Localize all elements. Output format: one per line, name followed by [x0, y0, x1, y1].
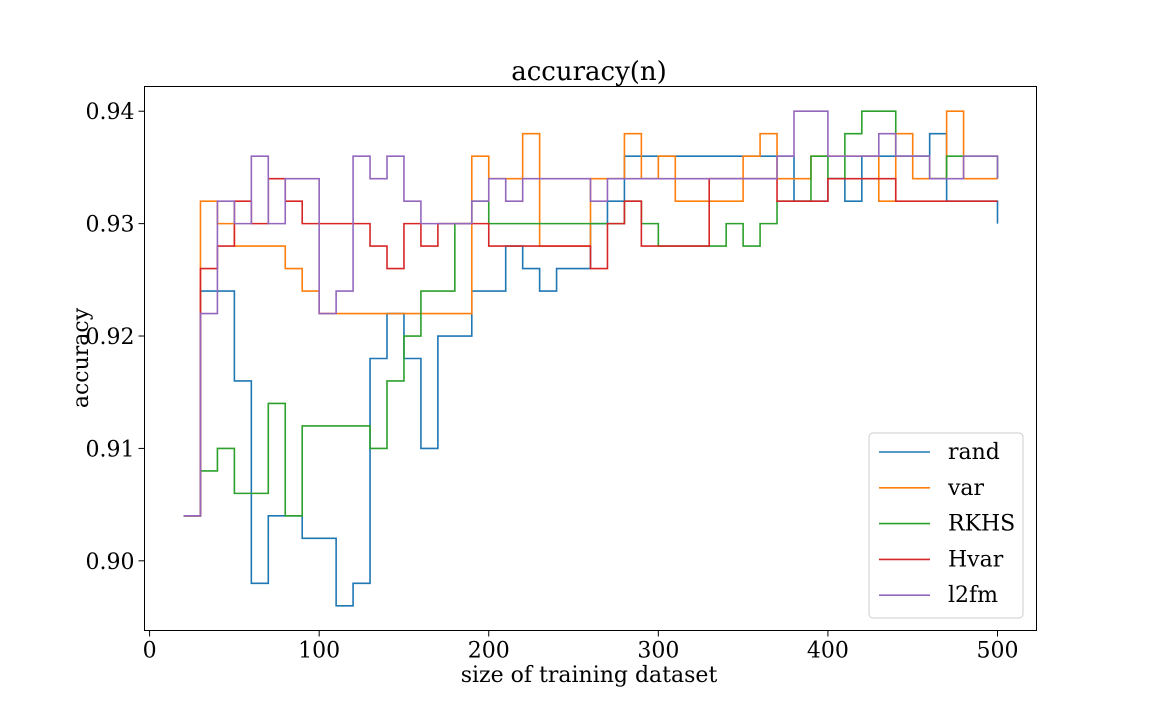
- x-tick-label: 400: [807, 639, 849, 664]
- x-tick-label: 200: [468, 639, 510, 664]
- legend-label-rkhs: RKHS: [948, 512, 1015, 537]
- legend-label-var: var: [947, 476, 985, 501]
- x-axis-label: size of training dataset: [461, 663, 718, 688]
- y-axis-label: accuracy: [69, 307, 94, 408]
- y-axis-ticks: 0.90 0.91 0.92 0.93 0.94: [86, 100, 145, 575]
- x-tick-label: 500: [976, 639, 1018, 664]
- y-tick-label: 0.94: [86, 100, 135, 125]
- y-tick-label: 0.93: [86, 213, 135, 238]
- series-layer: [183, 110, 999, 607]
- legend: rand var RKHS Hvar l2fm: [868, 432, 1024, 619]
- legend-label-l2fm: l2fm: [948, 583, 998, 608]
- y-tick-label: 0.90: [86, 550, 135, 575]
- legend-label-hvar: Hvar: [948, 547, 1004, 572]
- legend-box: [868, 432, 1024, 619]
- x-axis-ticks: 0 100 200 300 400 500: [143, 630, 1018, 664]
- series-line-rand: [183, 132, 999, 607]
- series-line-l2fm: [183, 110, 999, 517]
- x-tick-label: 300: [637, 639, 679, 664]
- x-tick-label: 0: [143, 639, 157, 664]
- y-tick-label: 0.92: [86, 325, 135, 350]
- legend-label-rand: rand: [948, 440, 1000, 465]
- plot-area: [144, 86, 1037, 631]
- y-tick-label: 0.91: [86, 437, 135, 462]
- x-tick-label: 100: [298, 639, 340, 664]
- plot-frame: [144, 86, 1037, 631]
- chart-title: accuracy(n): [511, 57, 667, 87]
